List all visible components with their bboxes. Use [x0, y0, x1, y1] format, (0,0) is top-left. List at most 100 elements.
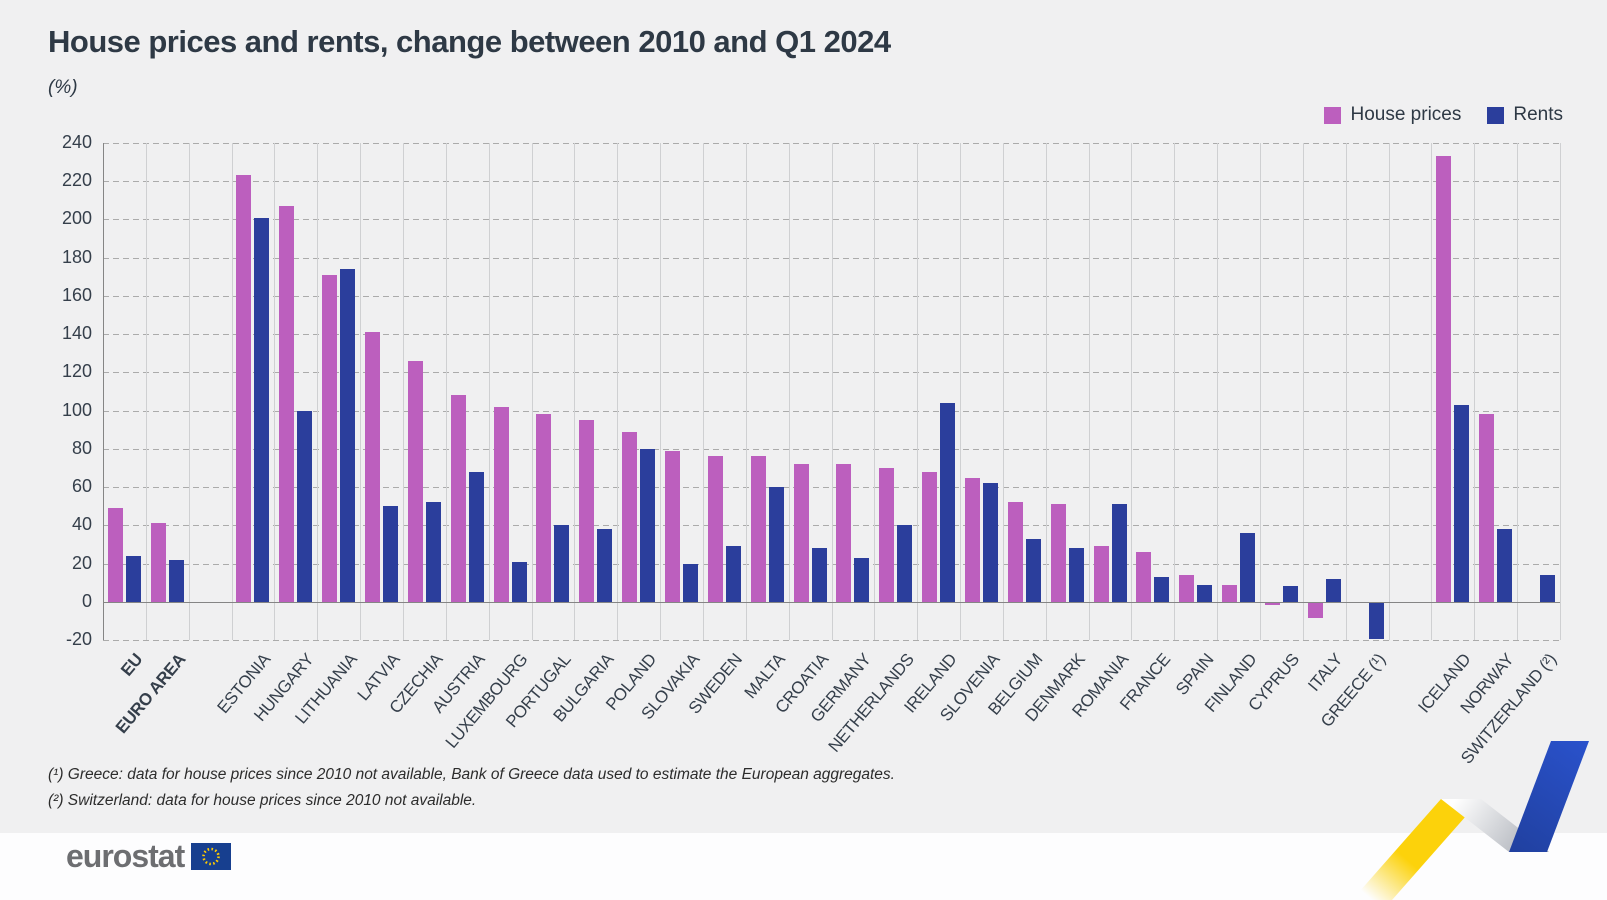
bar-rents-slovakia: [683, 563, 698, 602]
footer-band: [0, 833, 1607, 900]
eurostat-logo-text: eurostat: [66, 838, 185, 874]
bar-rents-cyprus: [1282, 586, 1298, 602]
y-tick-label-80: 80: [71, 437, 92, 458]
bar-house-prices-euro-area: [150, 523, 166, 602]
bar-rents-estonia: [254, 217, 270, 602]
eurostat-logo: eurostat: [66, 838, 232, 875]
column-gridline: [531, 143, 533, 640]
bar-house-prices-romania: [1093, 546, 1109, 602]
column-gridline: [1474, 143, 1476, 640]
bar-rents-switzerland-: [1540, 575, 1556, 602]
column-gridline: [917, 143, 919, 640]
y-tick-label-140: 140: [61, 323, 92, 344]
bar-rents-slovenia: [982, 483, 998, 602]
bar-rents-norway: [1497, 529, 1513, 602]
bar-house-prices-iceland: [1436, 156, 1452, 602]
column-gridline: [488, 143, 490, 640]
bar-rents-finland: [1240, 532, 1256, 602]
y-axis-line: [103, 143, 104, 640]
page-title: House prices and rents, change between 2…: [48, 24, 891, 59]
legend-label-rents: Rents: [1513, 104, 1563, 125]
column-gridline: [831, 143, 833, 640]
legend-item-house-prices: House prices: [1324, 104, 1461, 126]
bar-rents-latvia: [383, 506, 399, 602]
column-gridline: [1174, 143, 1176, 640]
bar-house-prices-lithuania: [322, 274, 338, 602]
bar-rents-portugal: [554, 525, 570, 602]
bar-rents-austria: [468, 471, 484, 602]
column-gridline: [1088, 143, 1090, 640]
bar-rents-hungary: [297, 410, 313, 602]
column-gridline: [745, 143, 747, 640]
bar-rents-czechia: [425, 502, 441, 602]
column-gridline: [1431, 143, 1433, 640]
y-tick-label-100: 100: [61, 399, 92, 420]
column-gridline: [1217, 143, 1219, 640]
column-gridline: [1388, 143, 1390, 640]
y-tick-label-20: 20: [71, 552, 92, 573]
chart-unit-label: (%): [48, 77, 78, 98]
column-gridline: [788, 143, 790, 640]
column-gridline: [231, 143, 233, 640]
chart-legend: House prices Rents: [1324, 104, 1563, 126]
column-gridline: [1045, 143, 1047, 640]
column-gridline: [1260, 143, 1262, 640]
bar-house-prices-eu: [107, 508, 123, 602]
bar-house-prices-spain: [1179, 575, 1195, 602]
bar-chart-plot-area: [103, 143, 1561, 641]
bar-house-prices-norway: [1479, 414, 1495, 602]
bar-rents-luxembourg: [511, 561, 527, 602]
column-gridline: [360, 143, 362, 640]
y-tick-label-60: 60: [71, 476, 92, 497]
bar-rents-ireland: [940, 402, 956, 602]
bar-house-prices-poland: [622, 431, 638, 602]
column-gridline: [960, 143, 962, 640]
column-gridline: [188, 143, 190, 640]
bar-rents-germany: [854, 557, 870, 602]
bar-rents-italy: [1325, 578, 1341, 602]
bar-house-prices-cyprus: [1264, 602, 1280, 605]
legend-item-rents: Rents: [1487, 104, 1563, 126]
y-tick-label-40: 40: [71, 514, 92, 535]
bar-house-prices-belgium: [1007, 502, 1023, 602]
bar-house-prices-croatia: [793, 464, 809, 602]
bar-house-prices-bulgaria: [579, 420, 595, 602]
column-gridline: [1345, 143, 1347, 640]
bar-house-prices-france: [1136, 552, 1152, 602]
bar-house-prices-netherlands: [879, 467, 895, 602]
bar-rents-eu: [125, 555, 141, 602]
column-gridline: [1517, 143, 1519, 640]
bar-house-prices-czechia: [407, 360, 423, 602]
y-tick-label--20: -20: [65, 629, 92, 649]
column-gridline: [617, 143, 619, 640]
column-gridline: [574, 143, 576, 640]
footnotes: (¹) Greece: data for house prices since …: [48, 762, 895, 814]
footnote-switzerland: (²) Switzerland: data for house prices s…: [48, 792, 477, 809]
column-gridline: [317, 143, 319, 640]
house-prices-swatch: [1324, 106, 1342, 124]
y-tick-label-160: 160: [61, 284, 92, 305]
bar-rents-iceland: [1454, 404, 1470, 602]
bar-rents-croatia: [811, 548, 827, 602]
bar-house-prices-hungary: [279, 206, 295, 602]
column-gridline: [402, 143, 404, 640]
column-gridline: [660, 143, 662, 640]
bar-house-prices-austria: [450, 395, 466, 602]
y-tick-label-120: 120: [61, 361, 92, 382]
column-gridline: [274, 143, 276, 640]
x-label-eu: EU: [116, 650, 146, 680]
y-tick-label-0: 0: [81, 590, 92, 611]
bar-house-prices-luxembourg: [493, 406, 509, 602]
eu-flag-icon: [191, 843, 232, 870]
bar-rents-greece-: [1368, 602, 1384, 640]
column-gridline: [1302, 143, 1304, 640]
column-gridline: [445, 143, 447, 640]
rents-swatch: [1487, 106, 1505, 124]
bar-house-prices-ireland: [922, 471, 938, 602]
bar-rents-poland: [640, 448, 656, 602]
column-gridline: [874, 143, 876, 640]
column-gridline: [1131, 143, 1133, 640]
bar-rents-denmark: [1068, 548, 1084, 602]
bar-house-prices-portugal: [536, 414, 552, 602]
bar-rents-lithuania: [340, 269, 356, 602]
